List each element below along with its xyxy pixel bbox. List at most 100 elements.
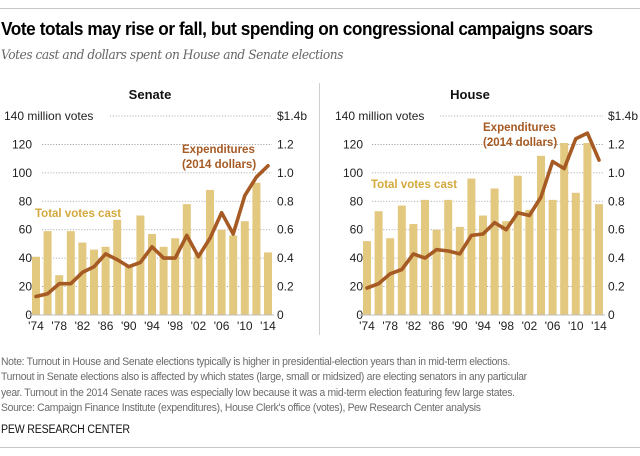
- bar-1994: [148, 233, 156, 315]
- expenditures-series-label: Expenditures: [483, 122, 556, 134]
- bar-1982: [409, 224, 418, 315]
- bar-1984: [90, 249, 98, 315]
- bar-1980: [66, 231, 75, 315]
- y-tick-right: 0: [608, 308, 615, 322]
- y-tick-left: 20: [350, 280, 364, 294]
- x-tick-label: '82: [406, 319, 422, 333]
- y-tick-right: 1.2: [277, 137, 294, 151]
- y-tick-left: 20: [19, 280, 33, 294]
- y-tick-left: 100: [12, 166, 32, 180]
- x-tick-label: '98: [167, 319, 183, 333]
- y-tick-right: 0.4: [277, 251, 294, 265]
- x-tick-label: '14: [260, 319, 276, 333]
- y-tick-left: 140 million votes: [335, 109, 424, 123]
- x-tick-label: '02: [522, 319, 538, 333]
- bar-1974: [32, 256, 40, 315]
- bar-1976: [374, 211, 383, 315]
- x-tick-label: '06: [214, 319, 230, 333]
- note-line: Turnout in Senate elections also is affe…: [1, 371, 527, 384]
- brand-label: PEW RESEARCH CENTER: [1, 424, 130, 436]
- bar-1986: [101, 246, 110, 315]
- votes-series-label: Total votes cast: [371, 179, 457, 191]
- y-tick-right: 0.6: [277, 223, 294, 237]
- x-tick-label: '78: [51, 319, 67, 333]
- y-tick-right: 0: [277, 308, 284, 322]
- expenditures-series-label: Expenditures: [182, 144, 255, 156]
- y-tick-left: 40: [350, 251, 364, 265]
- x-tick-label: '90: [452, 319, 468, 333]
- bar-2006: [548, 199, 557, 315]
- bar-2002: [525, 209, 534, 315]
- footnote: Note: Turnout in House and Senate electi…: [1, 355, 527, 417]
- bar-2004: [537, 155, 545, 315]
- senate-chart: Senate 140 million votes $1.4b 120 1.2 100 1.0…: [4, 87, 307, 333]
- source-line: Source: Campaign Finance Institute (expe…: [1, 402, 481, 415]
- bar-2010: [571, 192, 580, 315]
- x-tick-label: '94: [144, 319, 160, 333]
- x-tick-label: '86: [98, 319, 114, 333]
- bar-2000: [182, 204, 191, 315]
- x-tick-label: '02: [191, 319, 207, 333]
- x-tick-label: '74: [359, 319, 375, 333]
- x-tick-label: '06: [545, 319, 561, 333]
- y-tick-right: 0.8: [608, 194, 625, 208]
- chart-title: Vote totals may rise or fall, but spendi…: [1, 18, 593, 39]
- expenditures-series-sublabel: (2014 dollars): [483, 137, 557, 149]
- y-tick-right: 1.2: [608, 137, 625, 151]
- x-tick-label: '82: [75, 319, 91, 333]
- note-line: Note: Turnout in House and Senate electi…: [1, 356, 510, 368]
- panel-title: Senate: [129, 87, 172, 102]
- bar-1974: [363, 241, 371, 315]
- y-tick-right: $1.4b: [608, 109, 638, 123]
- note-line: year. Turnout in the 2014 Senate races w…: [1, 386, 515, 399]
- y-tick-left: 100: [343, 166, 363, 180]
- top-rule: [0, 8, 640, 9]
- bar-1980: [397, 205, 406, 315]
- x-tick-label: '98: [498, 319, 514, 333]
- x-tick-label: '10: [237, 319, 253, 333]
- bar-1996: [159, 246, 168, 315]
- y-tick-right: $1.4b: [277, 109, 307, 123]
- y-tick-left: 60: [350, 223, 364, 237]
- x-tick-label: '10: [568, 319, 584, 333]
- bar-2008: [229, 235, 238, 315]
- y-tick-right: 0.2: [608, 280, 625, 294]
- panel-divider: [319, 83, 320, 335]
- x-tick-label: '94: [475, 319, 491, 333]
- bar-2006: [217, 229, 226, 315]
- bar-1976: [43, 231, 52, 315]
- bar-1990: [455, 226, 464, 315]
- bar-1990: [124, 266, 133, 315]
- bar-1988: [444, 199, 453, 315]
- bar-2014: [264, 252, 272, 315]
- bar-2000: [513, 175, 522, 315]
- bar-1986: [432, 229, 441, 315]
- bar-2012: [583, 143, 592, 315]
- y-tick-right: 1.0: [277, 166, 294, 180]
- bar-1992: [136, 215, 145, 315]
- y-tick-right: 0.6: [608, 223, 625, 237]
- x-tick-label: '14: [591, 319, 607, 333]
- x-tick-label: '86: [429, 319, 445, 333]
- y-tick-left: 60: [19, 223, 33, 237]
- y-tick-right: 0.4: [608, 251, 625, 265]
- bar-2004: [206, 189, 214, 315]
- bar-2008: [560, 143, 569, 315]
- y-tick-left: 80: [19, 194, 33, 208]
- votes-series-label: Total votes cast: [35, 208, 121, 220]
- bar-1978: [386, 238, 395, 315]
- x-tick-label: '74: [28, 319, 44, 333]
- bar-1996: [490, 188, 499, 315]
- y-tick-left: 120: [343, 137, 363, 151]
- x-tick-label: '90: [121, 319, 137, 333]
- x-tick-label: '78: [382, 319, 398, 333]
- bar-2002: [194, 253, 203, 315]
- bar-1978: [55, 275, 64, 315]
- bar-1988: [113, 219, 122, 315]
- chart-subtitle: Votes cast and dollars spent on House an…: [1, 48, 343, 63]
- bottom-rule: [0, 447, 640, 448]
- bar-1992: [467, 178, 476, 315]
- bar-1982: [78, 242, 87, 315]
- y-tick-right: 1.0: [608, 166, 625, 180]
- expenditures-series-sublabel: (2014 dollars): [182, 159, 256, 171]
